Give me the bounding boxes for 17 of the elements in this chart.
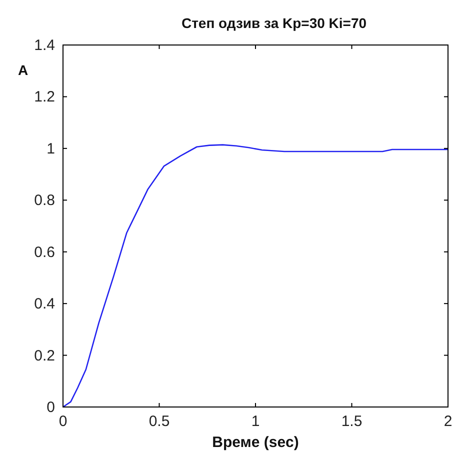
y-tick-label: 0 [46, 399, 55, 416]
line-series [62, 144, 449, 408]
x-tick-label: 2 [444, 413, 452, 430]
y-tick-label: 0.2 [34, 347, 55, 364]
y-tick-label: 0.4 [34, 296, 55, 313]
x-tick-label: 0.5 [148, 413, 170, 430]
y-tick-label: 1 [46, 140, 55, 158]
y-tick-label: 1.2 [34, 88, 55, 106]
x-tick-label: 0 [58, 413, 68, 430]
x-tick-label: 1 [251, 413, 260, 430]
y-axis-title: A [18, 62, 28, 78]
y-tick-label: 0.8 [34, 192, 55, 210]
y-tick-label: 1.4 [34, 37, 55, 54]
chart-title: Степ одзив за Kp=30 Ki=70 [181, 15, 367, 31]
y-tick-label: 0.6 [34, 244, 55, 261]
x-tick-label: 1.5 [341, 413, 362, 430]
x-axis-title: Време (sec) [212, 434, 299, 451]
